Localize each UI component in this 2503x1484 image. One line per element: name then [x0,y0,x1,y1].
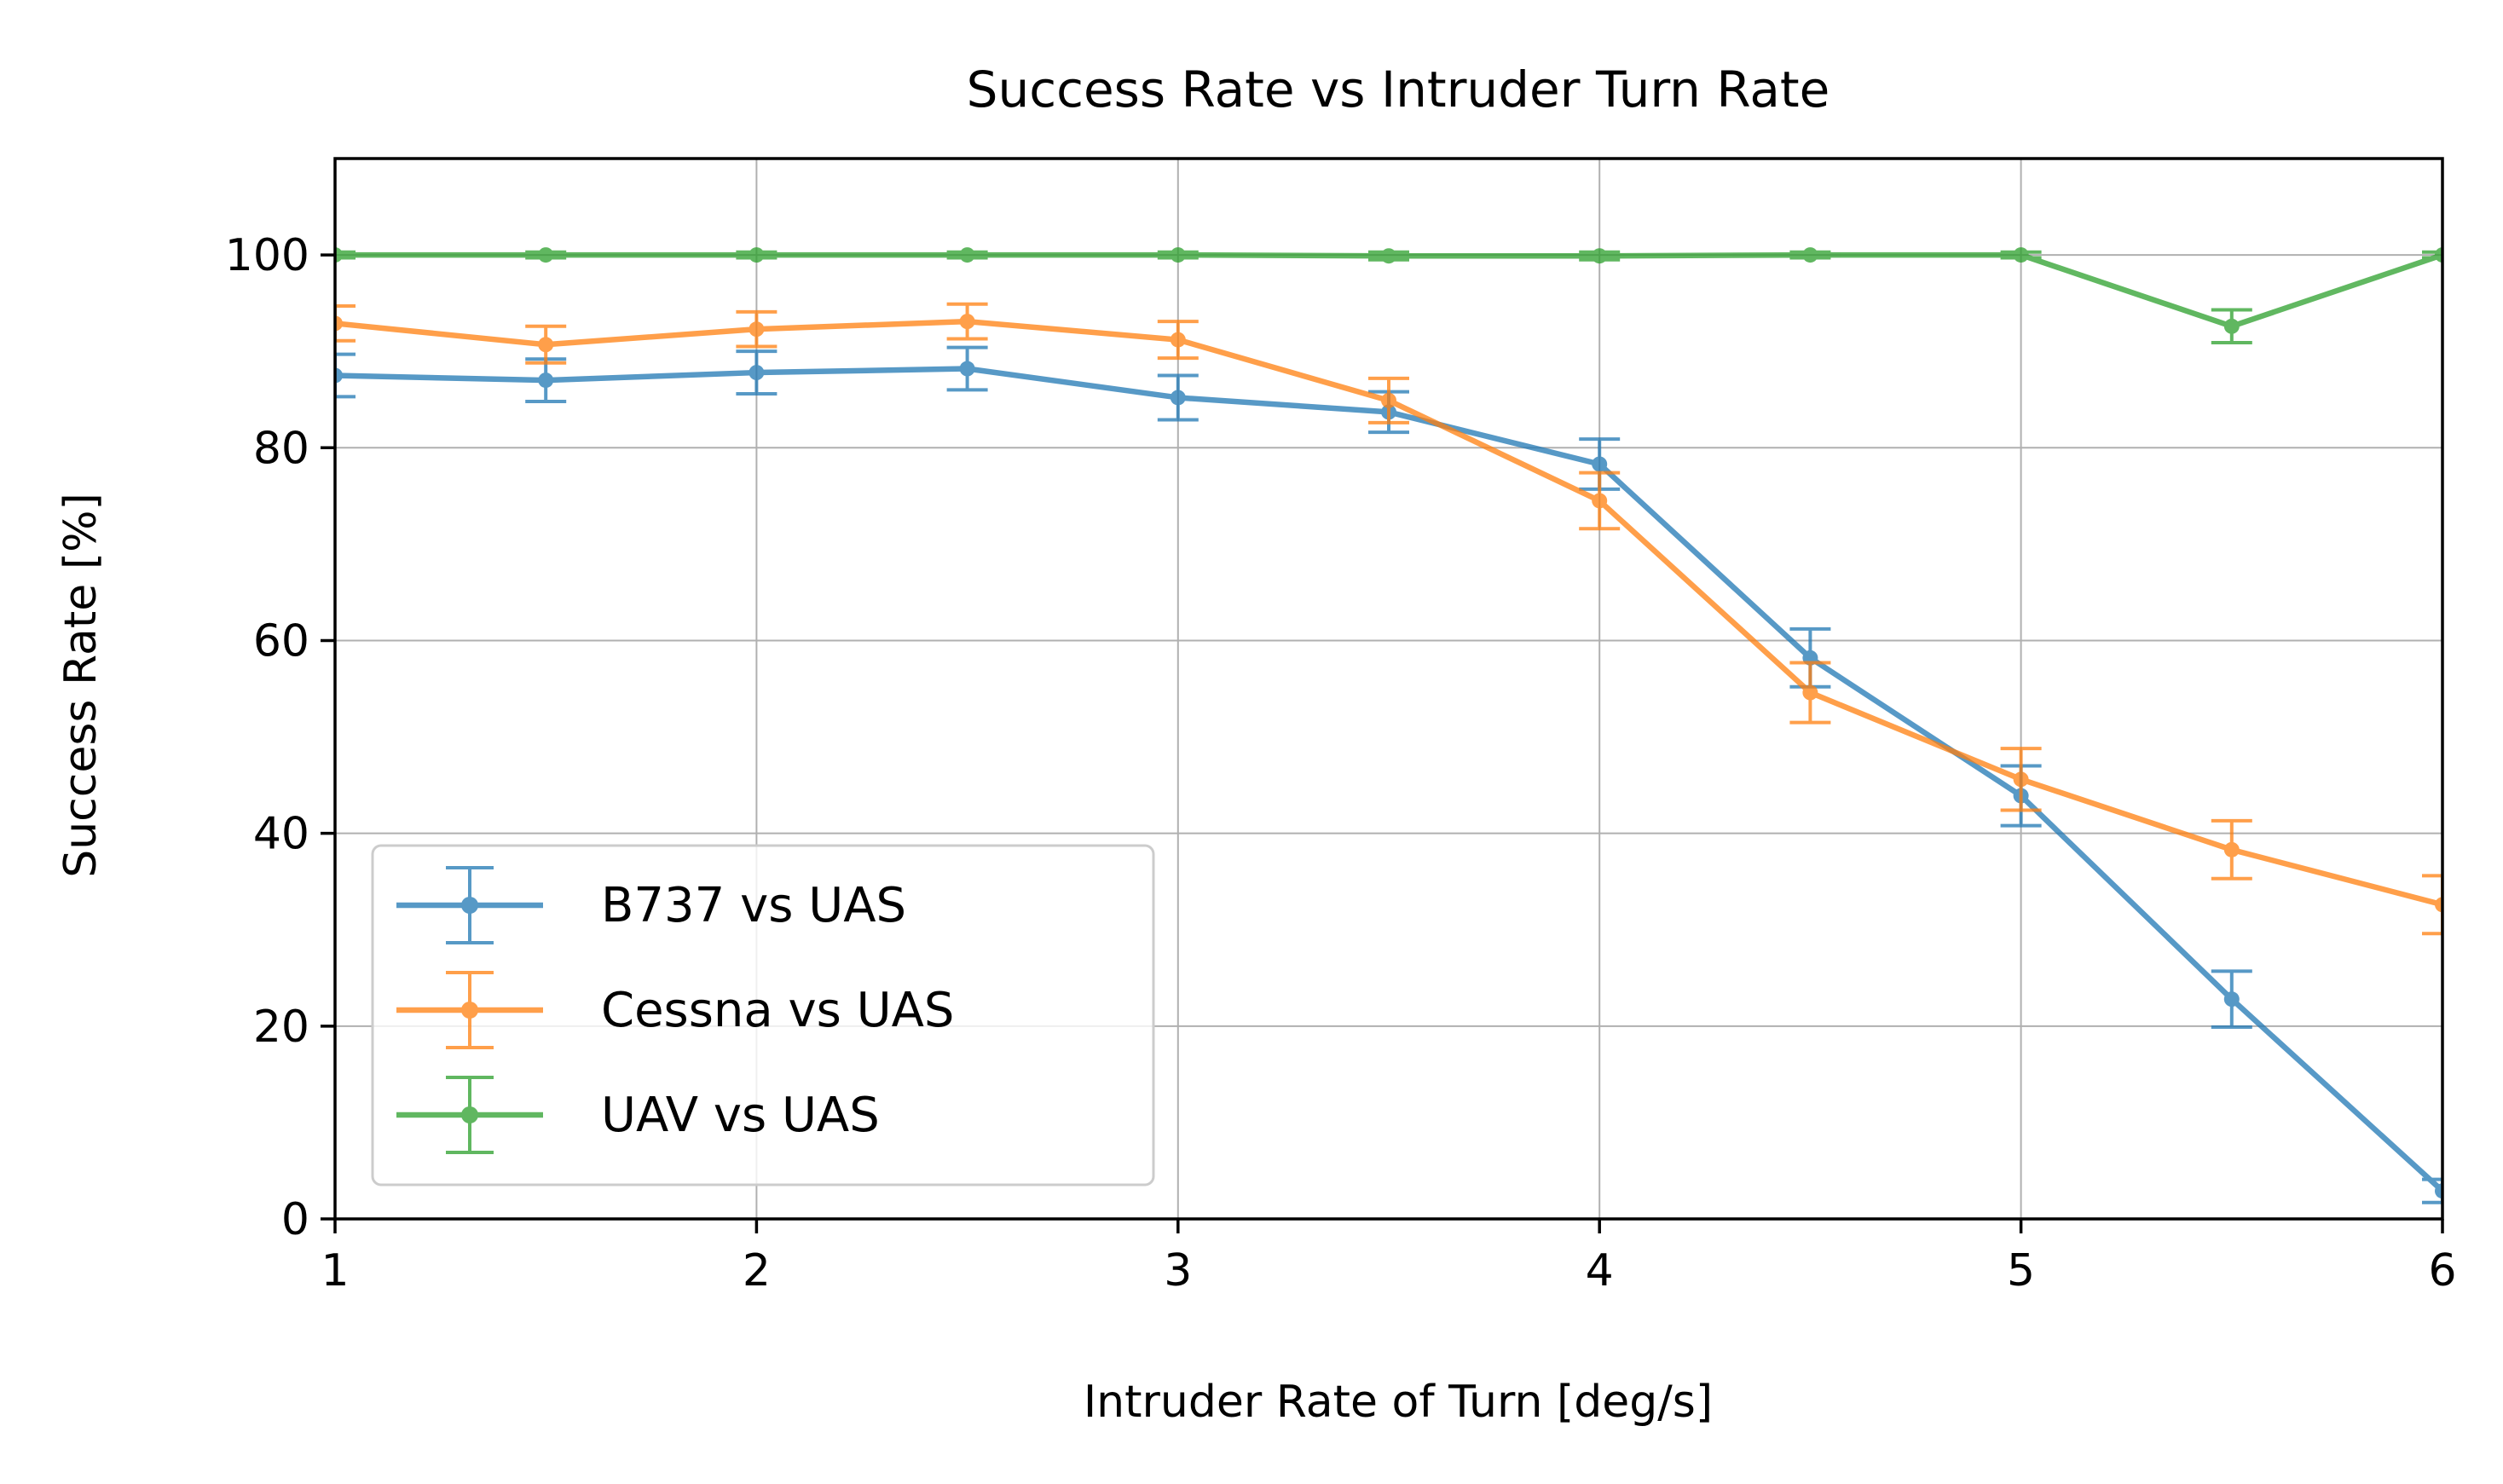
series-layer [335,247,2442,1204]
legend-handle [396,866,543,944]
y-tick-label: 0 [281,1194,309,1245]
data-point [335,247,343,263]
data-point [959,314,975,330]
legend-box [371,844,1155,1187]
legend-marker [461,1106,478,1123]
data-point [1170,247,1186,263]
legend-marker [461,1002,478,1019]
data-point [335,367,343,384]
y-tick-label: 60 [253,615,309,667]
x-tick-label: 1 [321,1245,349,1296]
data-point [1592,456,1608,472]
data-point [959,247,975,263]
data-point [2013,771,2029,788]
x-tick-label: 3 [1164,1245,1192,1296]
y-tick-label: 80 [253,423,309,474]
data-point [959,361,975,377]
data-point [1592,248,1608,264]
data-point [2223,318,2240,334]
legend: B737 vs UAS Cessna vs UAS UAV vs UAS [371,844,1155,1187]
legend-handle [396,1076,543,1154]
data-point [1802,247,1818,263]
data-point [335,315,343,332]
data-point [1170,390,1186,406]
data-point [1592,493,1608,509]
data-point [2435,897,2442,913]
data-point [2223,841,2240,857]
chart-title: Success Rate vs Intruder Turn Rate [967,61,1830,118]
x-axis-label: Intruder Rate of Turn [deg/s] [1084,1377,1713,1428]
data-point [538,247,554,263]
data-point [2435,247,2442,263]
x-tick-label: 5 [2007,1245,2035,1296]
data-point [1802,684,1818,701]
data-point [538,337,554,353]
data-point [1170,332,1186,348]
data-point [1381,392,1396,408]
data-point [749,247,765,263]
legend-label: UAV vs UAS [601,1088,880,1143]
y-tick-label: 40 [253,809,309,860]
data-point [749,365,765,381]
data-point [749,321,765,338]
x-tick-label: 4 [1586,1245,1614,1296]
data-point [2435,1183,2442,1199]
series-group [335,302,2442,936]
x-tick-label: 6 [2428,1245,2456,1296]
plot-frame [333,157,2444,1221]
legend-label: B737 vs UAS [601,878,906,933]
data-point [2013,247,2029,263]
data-point [2223,991,2240,1008]
legend-label: Cessna vs UAS [601,983,954,1038]
legend-handle [396,971,543,1049]
y-tick-label: 100 [225,230,309,281]
series-group [335,247,2442,345]
data-point [538,372,554,389]
legend-marker [461,897,478,914]
data-point [1381,248,1396,264]
y-axis-label: Success Rate [%] [55,493,107,878]
x-tick-label: 2 [743,1245,771,1296]
y-tick-label: 20 [253,1002,309,1053]
